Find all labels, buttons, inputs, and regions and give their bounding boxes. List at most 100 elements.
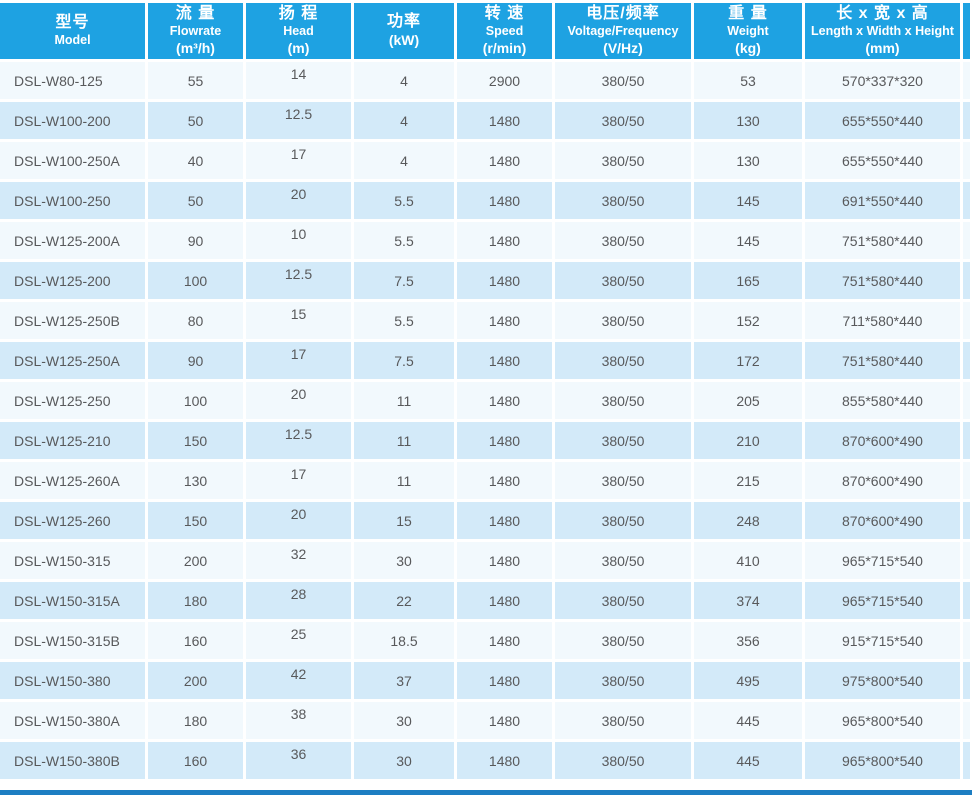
- table-row: DSL-W150-380B 160 36 30 1480 380/50 445 965*800…: [0, 742, 970, 779]
- cell-weight: 53: [694, 62, 802, 99]
- col-speed-en: Speed: [485, 24, 524, 39]
- col-header-model: 型号 Model: [0, 3, 145, 59]
- cell-voltage: 380/50: [555, 62, 691, 99]
- cell-voltage: 380/50: [555, 702, 691, 739]
- cell-model: DSL-W100-200: [0, 102, 145, 139]
- col-head-unit: (m): [287, 40, 310, 57]
- cutoff-cell: [963, 502, 970, 539]
- cell-dimensions: 751*580*440: [805, 342, 960, 379]
- cell-power: 18.5: [354, 622, 454, 659]
- col-flowrate-unit: (m³/h): [176, 40, 215, 57]
- cell-speed: 1480: [457, 502, 552, 539]
- cutoff-cell: [963, 662, 970, 699]
- cell-voltage: 380/50: [555, 622, 691, 659]
- cell-head: 12.5: [246, 102, 351, 139]
- col-head-en: Head: [283, 24, 314, 39]
- cell-model: DSL-W150-315: [0, 542, 145, 579]
- cell-model: DSL-W80-125: [0, 62, 145, 99]
- table-row: DSL-W150-380 200 42 37 1480 380/50 495 975*800*…: [0, 662, 970, 699]
- col-dimensions-unit: (mm): [865, 40, 900, 57]
- cell-flowrate: 50: [148, 102, 243, 139]
- cell-flowrate: 130: [148, 462, 243, 499]
- col-voltage-unit: (V/Hz): [603, 40, 643, 57]
- cell-weight: 445: [694, 742, 802, 779]
- cell-dimensions: 751*580*440: [805, 222, 960, 259]
- cell-speed: 2900: [457, 62, 552, 99]
- cutoff-cell: [963, 542, 970, 579]
- cell-head: 20: [246, 182, 351, 219]
- cell-power: 22: [354, 582, 454, 619]
- cell-voltage: 380/50: [555, 582, 691, 619]
- cell-power: 4: [354, 62, 454, 99]
- table-header: 型号 Model 流 量 Flowrate (m³/h) 扬 程 Head (m…: [0, 3, 970, 59]
- cell-flowrate: 90: [148, 222, 243, 259]
- cell-model: DSL-W150-380: [0, 662, 145, 699]
- table-row: DSL-W125-200 100 12.5 7.5 1480 380/50 165 751*5…: [0, 262, 970, 299]
- cell-weight: 248: [694, 502, 802, 539]
- cell-voltage: 380/50: [555, 542, 691, 579]
- table-row: DSL-W150-315B 160 25 18.5 1480 380/50 356 915*7…: [0, 622, 970, 659]
- cell-weight: 130: [694, 142, 802, 179]
- cell-head: 20: [246, 382, 351, 419]
- cell-voltage: 380/50: [555, 222, 691, 259]
- cutoff-cell: [963, 742, 970, 779]
- cell-power: 11: [354, 382, 454, 419]
- cell-dimensions: 965*800*540: [805, 742, 960, 779]
- cell-speed: 1480: [457, 342, 552, 379]
- cell-dimensions: 570*337*320: [805, 62, 960, 99]
- cell-flowrate: 100: [148, 382, 243, 419]
- cell-speed: 1480: [457, 662, 552, 699]
- header-row: 型号 Model 流 量 Flowrate (m³/h) 扬 程 Head (m…: [0, 3, 970, 59]
- col-weight-zh: 重 量: [728, 5, 768, 23]
- cell-dimensions: 751*580*440: [805, 262, 960, 299]
- cell-weight: 145: [694, 182, 802, 219]
- cell-weight: 205: [694, 382, 802, 419]
- cell-flowrate: 90: [148, 342, 243, 379]
- col-power-zh: 功率: [386, 13, 421, 31]
- cell-model: DSL-W125-260: [0, 502, 145, 539]
- cell-speed: 1480: [457, 422, 552, 459]
- col-head-zh: 扬 程: [278, 5, 319, 23]
- cell-head: 14: [246, 62, 351, 99]
- col-header-voltage: 电压/频率 Voltage/Frequency (V/Hz): [555, 3, 691, 59]
- cell-dimensions: 975*800*540: [805, 662, 960, 699]
- cell-head: 20: [246, 502, 351, 539]
- cell-speed: 1480: [457, 182, 552, 219]
- cell-weight: 356: [694, 622, 802, 659]
- cell-flowrate: 50: [148, 182, 243, 219]
- cell-head: 12.5: [246, 422, 351, 459]
- cutoff-cell: [963, 462, 970, 499]
- col-voltage-zh: 电压/频率: [586, 5, 660, 23]
- cell-flowrate: 80: [148, 302, 243, 339]
- cell-flowrate: 55: [148, 62, 243, 99]
- col-model-en: Model: [54, 33, 91, 48]
- cell-speed: 1480: [457, 102, 552, 139]
- cell-power: 11: [354, 462, 454, 499]
- cell-head: 12.5: [246, 262, 351, 299]
- cell-voltage: 380/50: [555, 102, 691, 139]
- cell-model: DSL-W125-210: [0, 422, 145, 459]
- cell-dimensions: 965*715*540: [805, 582, 960, 619]
- cell-voltage: 380/50: [555, 662, 691, 699]
- cell-power: 4: [354, 142, 454, 179]
- cell-power: 15: [354, 502, 454, 539]
- cell-weight: 410: [694, 542, 802, 579]
- col-weight-unit: (kg): [735, 40, 761, 57]
- cell-weight: 152: [694, 302, 802, 339]
- cell-dimensions: 870*600*490: [805, 462, 960, 499]
- cell-flowrate: 160: [148, 622, 243, 659]
- cell-model: DSL-W100-250: [0, 182, 145, 219]
- col-header-power: 功率 (kW): [354, 3, 454, 59]
- table-row: DSL-W125-260 150 20 15 1480 380/50 248 870*600*…: [0, 502, 970, 539]
- cutoff-cell: [963, 62, 970, 99]
- table-row: DSL-W125-200A 90 10 5.5 1480 380/50 145 751*580…: [0, 222, 970, 259]
- col-header-flowrate: 流 量 Flowrate (m³/h): [148, 3, 243, 59]
- cell-flowrate: 40: [148, 142, 243, 179]
- cell-model: DSL-W125-260A: [0, 462, 145, 499]
- cell-weight: 495: [694, 662, 802, 699]
- cell-speed: 1480: [457, 262, 552, 299]
- cell-head: 42: [246, 662, 351, 699]
- cutoff-column-header: [963, 3, 970, 59]
